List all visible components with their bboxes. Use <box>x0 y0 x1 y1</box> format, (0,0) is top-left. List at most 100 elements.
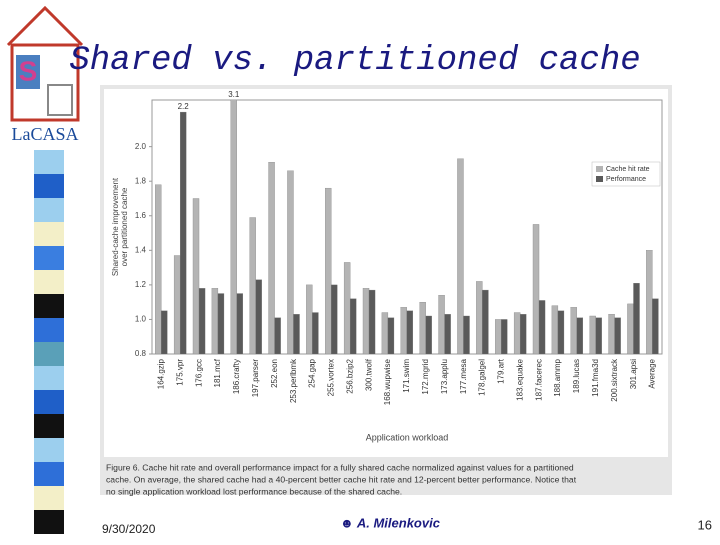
bar <box>211 288 219 354</box>
x-tick-label: 177.mesa <box>459 358 468 394</box>
bar <box>249 217 256 354</box>
x-tick-label: 255.vortex <box>327 359 336 396</box>
x-tick-label: 197.parser <box>251 359 260 398</box>
x-tick-label: 253.perlbmk <box>289 358 298 403</box>
y-tick-label: 1.2 <box>135 280 147 289</box>
x-tick-label: 186.crafty <box>232 359 241 394</box>
x-tick-label: 181.mcf <box>213 358 222 387</box>
bar <box>362 288 370 354</box>
bar <box>400 307 407 354</box>
bar <box>368 289 376 354</box>
bar <box>217 293 225 354</box>
y-tick-label: 1.8 <box>135 176 147 185</box>
bar <box>173 255 181 354</box>
bar <box>570 307 577 354</box>
bar <box>406 310 414 354</box>
bar <box>325 187 332 354</box>
decor-strip <box>34 150 64 534</box>
bar <box>419 302 426 354</box>
bar <box>576 317 584 354</box>
bar <box>306 284 313 354</box>
x-tick-label: 191.fma3d <box>591 359 600 397</box>
x-tick-label: 176.gcc <box>194 359 203 387</box>
bar <box>595 317 602 354</box>
slide-date: 9/30/2020 <box>102 522 156 536</box>
bar <box>513 312 521 354</box>
figure-caption: cache. On average, the shared cache had … <box>106 474 577 484</box>
slide-title: Shared vs. partitioned cache <box>69 42 640 80</box>
bar <box>287 170 294 354</box>
bar <box>538 300 546 354</box>
value-label: 2.2 <box>178 102 190 111</box>
bar <box>646 250 653 354</box>
figure-caption: Figure 6. Cache hit rate and overall per… <box>106 462 574 472</box>
bar <box>230 100 237 354</box>
x-tick-label: 168.wupwise <box>383 358 392 405</box>
x-tick-label: 173.applu <box>440 359 449 394</box>
bar <box>179 111 187 354</box>
bar <box>519 314 527 354</box>
x-tick-label: 200.sixtrack <box>610 358 619 402</box>
bar <box>381 312 389 354</box>
x-tick-label: 172.mgrid <box>421 359 430 395</box>
x-tick-label: 183.equake <box>515 358 524 400</box>
bar <box>293 314 300 354</box>
x-tick-label: 187.facerec <box>534 359 543 401</box>
bar <box>198 288 206 354</box>
bar <box>155 184 162 354</box>
logo-text: LaCASA <box>12 124 79 144</box>
bar <box>557 310 565 354</box>
bar <box>192 198 200 354</box>
x-tick-label: 178.galgel <box>478 359 487 396</box>
bar <box>633 283 640 354</box>
y-tick-label: 1.6 <box>135 211 147 220</box>
bar <box>476 281 483 354</box>
x-tick-label: 301.apsi <box>629 359 638 389</box>
x-tick-label: 300.twolf <box>364 358 373 391</box>
y-tick-label: 1.0 <box>135 315 147 324</box>
y-axis-label: Shared-cache improvement <box>111 177 120 276</box>
x-tick-label: 179.art <box>497 358 506 384</box>
bar <box>482 289 489 354</box>
bar <box>551 305 559 354</box>
svg-text:S: S <box>19 55 38 86</box>
x-tick-label: 171.swim <box>402 359 411 393</box>
legend-label: Cache hit rate <box>606 166 650 173</box>
figure-caption: no single application workload lost perf… <box>106 486 402 496</box>
bar <box>627 303 634 354</box>
legend-swatch <box>596 176 603 182</box>
bar <box>274 317 281 354</box>
bar <box>495 319 502 354</box>
slide-author: ☻ A. Milenkovic <box>340 515 441 530</box>
x-tick-label: 188.ammp <box>553 358 562 396</box>
x-axis-label: Application workload <box>366 432 449 442</box>
legend-swatch <box>596 166 603 172</box>
y-tick-label: 0.8 <box>135 349 147 358</box>
x-tick-label: 252.eon <box>270 359 279 388</box>
bar <box>438 295 445 354</box>
bar <box>652 298 659 354</box>
legend-label: Performance <box>606 176 646 183</box>
bar <box>387 317 395 354</box>
value-label: 3.1 <box>228 90 240 99</box>
y-axis-label: over partitioned cache <box>120 187 129 266</box>
x-tick-label: 175.vpr <box>175 359 184 386</box>
bar <box>457 158 464 354</box>
x-tick-label: Average <box>648 358 657 388</box>
x-tick-label: 189.lucas <box>572 359 581 393</box>
bar <box>349 298 357 354</box>
bar <box>501 319 508 354</box>
bar <box>331 284 338 354</box>
x-tick-label: 164.gzip <box>157 358 166 389</box>
x-tick-label: 254.gap <box>308 358 317 387</box>
bar <box>161 310 168 354</box>
bar <box>312 312 319 354</box>
bar <box>444 314 451 354</box>
page-number: 16 <box>698 517 712 532</box>
y-tick-label: 2.0 <box>135 142 147 151</box>
bar <box>614 317 621 354</box>
bar <box>255 279 262 354</box>
y-tick-label: 1.4 <box>135 245 147 254</box>
